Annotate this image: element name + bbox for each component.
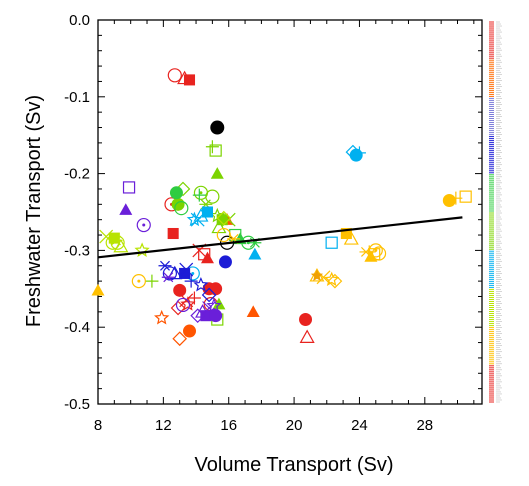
data-point (154, 309, 170, 325)
data-point (324, 271, 340, 287)
data-point (162, 266, 177, 281)
data-point (113, 238, 129, 253)
data-point (310, 269, 324, 281)
data-point (368, 243, 383, 258)
x-axis: 8 12 16 20 24 28 (94, 20, 475, 434)
y-tick-label: -0.5 (64, 396, 90, 413)
data-point (136, 217, 151, 233)
data-point (209, 144, 222, 157)
data-point (179, 262, 194, 277)
data-point (158, 260, 172, 271)
y-tick-label: -0.1 (64, 89, 90, 106)
y-axis-title: Freshwater Transport (Sv) (23, 95, 45, 327)
data-point (170, 300, 186, 316)
y-tick-label: -0.2 (64, 166, 90, 183)
data-point (175, 297, 191, 313)
data-point (171, 197, 185, 211)
data-point (183, 74, 196, 86)
data-point (216, 227, 231, 243)
data-point (218, 255, 232, 269)
data-point (210, 120, 225, 135)
x-tick-label: 16 (220, 417, 237, 434)
data-point (299, 329, 315, 343)
data-point (210, 167, 224, 179)
data-point (99, 229, 114, 244)
data-point (200, 310, 212, 322)
data-point (246, 305, 260, 318)
data-point (167, 227, 179, 240)
data-point (209, 309, 223, 323)
data-point (352, 146, 366, 160)
data-point (442, 193, 456, 207)
data-point (183, 324, 197, 338)
data-point (364, 250, 378, 262)
data-point (184, 274, 198, 288)
data-point (161, 272, 175, 283)
x-tick-label: 24 (351, 417, 368, 434)
data-point (216, 210, 232, 226)
side-legend (489, 21, 502, 403)
data-point (201, 206, 214, 218)
data-point (201, 287, 217, 303)
data-point (340, 227, 352, 240)
y-tick-label: -0.3 (64, 242, 90, 259)
y-tick-label: 0.0 (69, 12, 90, 29)
data-points (91, 68, 472, 347)
x-tick-label: 12 (155, 417, 172, 434)
data-point (172, 331, 188, 347)
data-point (145, 274, 159, 288)
x-axis-title: Volume Transport (Sv) (195, 454, 394, 476)
data-point (459, 190, 472, 203)
data-point (211, 219, 227, 234)
data-point (167, 68, 182, 83)
data-point (167, 265, 183, 280)
data-point (169, 186, 183, 200)
data-point (299, 313, 313, 327)
data-point (371, 246, 387, 261)
data-point (179, 267, 191, 279)
x-tick-label: 8 (94, 417, 102, 434)
data-point (209, 282, 223, 296)
data-point (180, 296, 196, 311)
data-point (359, 246, 373, 257)
data-point (349, 148, 363, 162)
data-point (190, 308, 206, 324)
data-point (200, 251, 214, 264)
data-point (193, 276, 209, 292)
data-point (187, 291, 201, 305)
data-point (206, 297, 222, 313)
data-point (122, 181, 136, 194)
data-point (205, 189, 220, 204)
plot-frame (97, 19, 483, 405)
regression-line-path (97, 216, 463, 259)
data-point (186, 211, 203, 227)
data-point (325, 236, 338, 249)
data-point (192, 188, 206, 202)
y-axis: 0.0 -0.1 -0.2 -0.3 -0.4 -0.5 (64, 12, 482, 413)
data-point (131, 274, 146, 289)
data-point (173, 283, 187, 297)
data-point (119, 203, 133, 215)
data-point (205, 140, 219, 154)
regression-line (97, 216, 463, 259)
data-point (216, 214, 228, 226)
x-tick-label: 20 (286, 417, 303, 434)
data-point (248, 247, 262, 260)
y-tick-label: -0.4 (64, 319, 90, 336)
plot-border (97, 19, 483, 405)
data-point (108, 232, 120, 244)
data-point (327, 273, 343, 289)
data-point (174, 201, 189, 216)
data-point (91, 283, 105, 296)
x-tick-label: 28 (416, 417, 433, 434)
